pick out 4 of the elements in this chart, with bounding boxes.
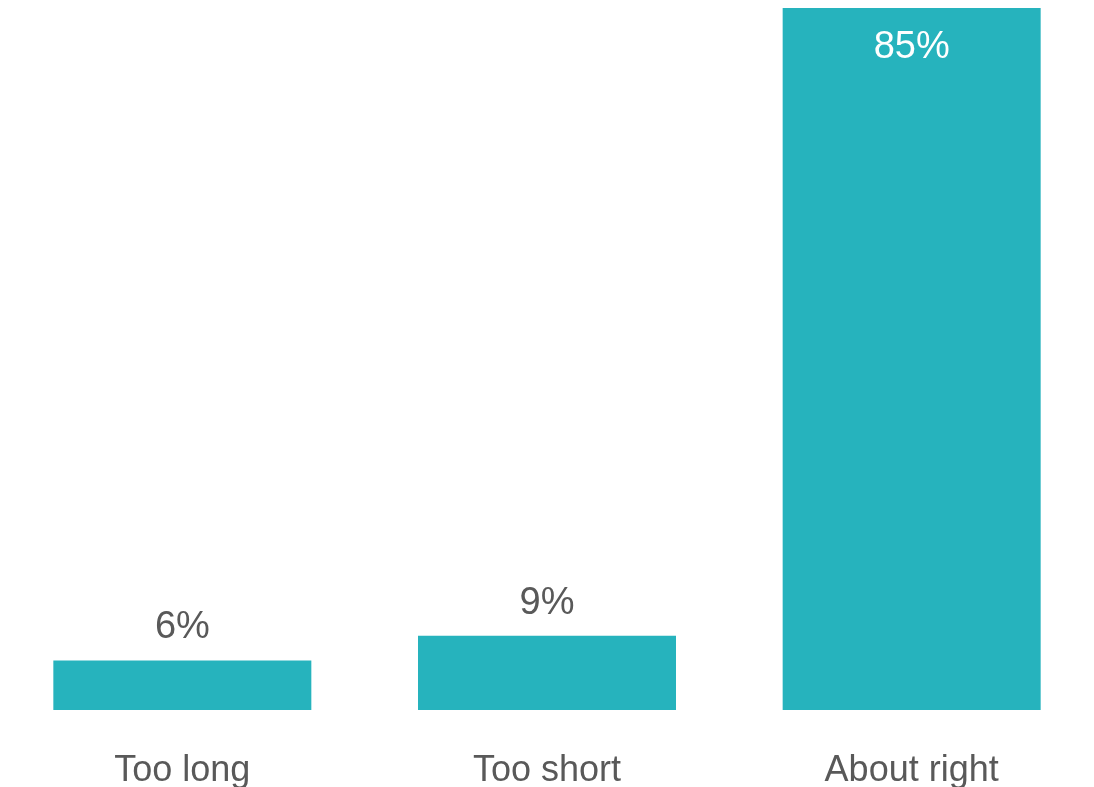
data-label: 85% bbox=[873, 24, 950, 66]
data-label: 6% bbox=[154, 604, 210, 647]
x-tick-label: Too short bbox=[472, 747, 622, 787]
data-label: 9% bbox=[519, 579, 575, 622]
